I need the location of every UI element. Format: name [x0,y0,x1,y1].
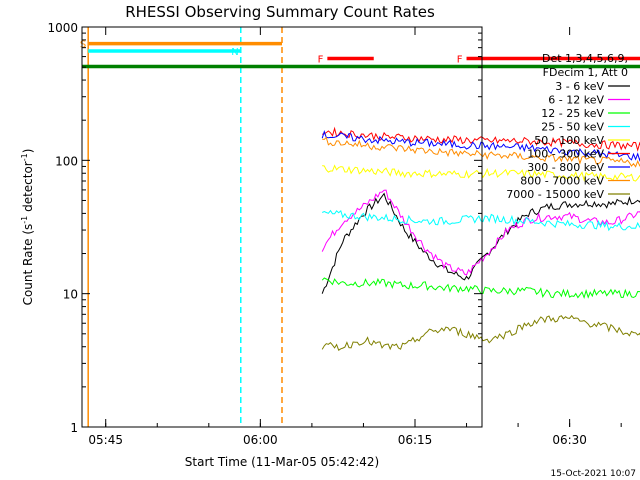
x-tick-label-0: 05:45 [88,433,123,447]
y-axis-label-part2: detector [21,161,35,216]
flag-label-3: F [318,55,324,66]
legend-label-2: 12 - 25 keV [541,107,604,120]
y-tick-label-3: 1000 [47,21,78,35]
flag-label-4: F [457,55,463,66]
legend: Det 1,3,4,5,6,9, FDecim 1, Att 0 3 - 6 k… [506,52,630,201]
x-tick-label-2: 06:15 [398,433,433,447]
legend-header-line1: Det 1,3,4,5,6,9, [542,52,628,65]
series-line-7 [322,136,640,168]
series-line-5 [322,126,640,152]
y-tick-label-2: 100 [55,154,78,168]
series-line-6 [321,130,640,162]
footer-timestamp: 15-Oct-2021 10:07 [551,469,636,479]
legend-label-4: 50 - 100 keV [534,134,604,147]
legend-label-6: 300 - 800 keV [527,161,604,174]
y-axis-label-sup2: -1 [20,153,29,161]
legend-label-1: 6 - 12 keV [548,94,604,107]
legend-label-5: 100 - 300 keV [527,148,604,161]
legend-label-0: 3 - 6 keV [555,80,604,93]
flag-label-1: N [231,47,238,58]
legend-header-line2: FDecim 1, Att 0 [543,66,628,79]
vertical-lines [87,27,283,427]
series-line-8 [321,314,640,351]
flag-bars: SNNFFRD4RD9 [80,40,640,69]
x-axis-label: Start Time (11-Mar-05 05:42:42) [185,455,379,469]
chart-title: RHESSI Observing Summary Count Rates [125,3,435,21]
legend-label-3: 25 - 50 keV [541,121,604,134]
legend-label-8: 7000 - 15000 keV [506,188,604,201]
x-tick-label-1: 06:00 [243,433,278,447]
plot-frame [81,26,483,428]
series-line-3 [322,209,640,232]
y-axis-label-part3: ) [21,149,35,154]
y-tick-label-1: 10 [63,288,78,302]
flag-label-0: S [80,40,86,51]
y-axis-ticks: 1 10 100 1000 [47,21,482,435]
series-line-0 [321,192,640,294]
series-line-1 [321,189,640,276]
x-tick-label-3: 06:30 [552,433,587,447]
y-axis-label-part1: Count Rate (s [21,224,35,306]
y-tick-label-0: 1 [70,421,78,435]
series-lines [321,126,640,351]
series-line-2 [321,277,640,300]
legend-label-7: 800 - 7000 keV [520,175,604,188]
y-axis-label-sup1: -1 [20,216,29,224]
series-line-4 [322,164,640,182]
y-axis-label: Count Rate (s-1 detector-1) [20,149,35,306]
